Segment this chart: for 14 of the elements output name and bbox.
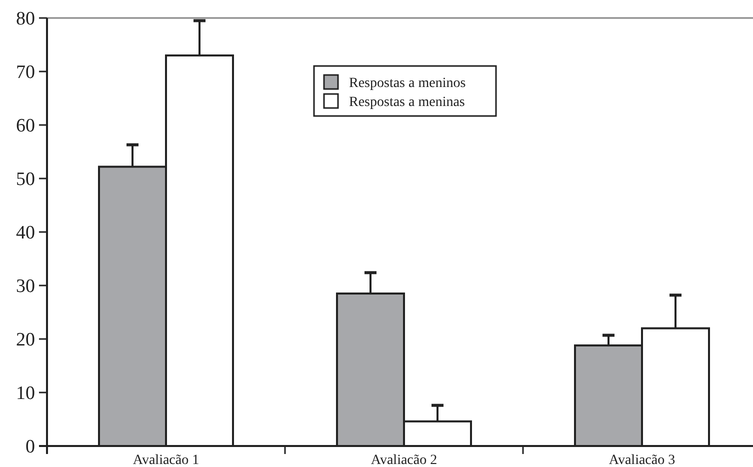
x-tick-label: Avaliacão 2	[370, 453, 438, 467]
y-tick-label: 0	[26, 436, 35, 458]
x-tick-label: Avaliacão 3	[608, 453, 676, 467]
legend-label: Respostas a meninos	[349, 76, 466, 91]
y-tick-label: 40	[16, 222, 35, 244]
y-tick-label: 70	[16, 62, 35, 84]
y-tick-label: 80	[16, 8, 35, 30]
y-tick-label: 60	[16, 116, 35, 137]
y-tick-label: 50	[16, 169, 35, 190]
y-tick-label: 10	[16, 383, 35, 404]
legend-label: Respostas a meninas	[349, 94, 465, 110]
y-tick-label: 30	[16, 276, 35, 298]
x-tick-label: Avaliacão 1	[132, 453, 200, 467]
y-tick-label: 20	[16, 330, 35, 351]
